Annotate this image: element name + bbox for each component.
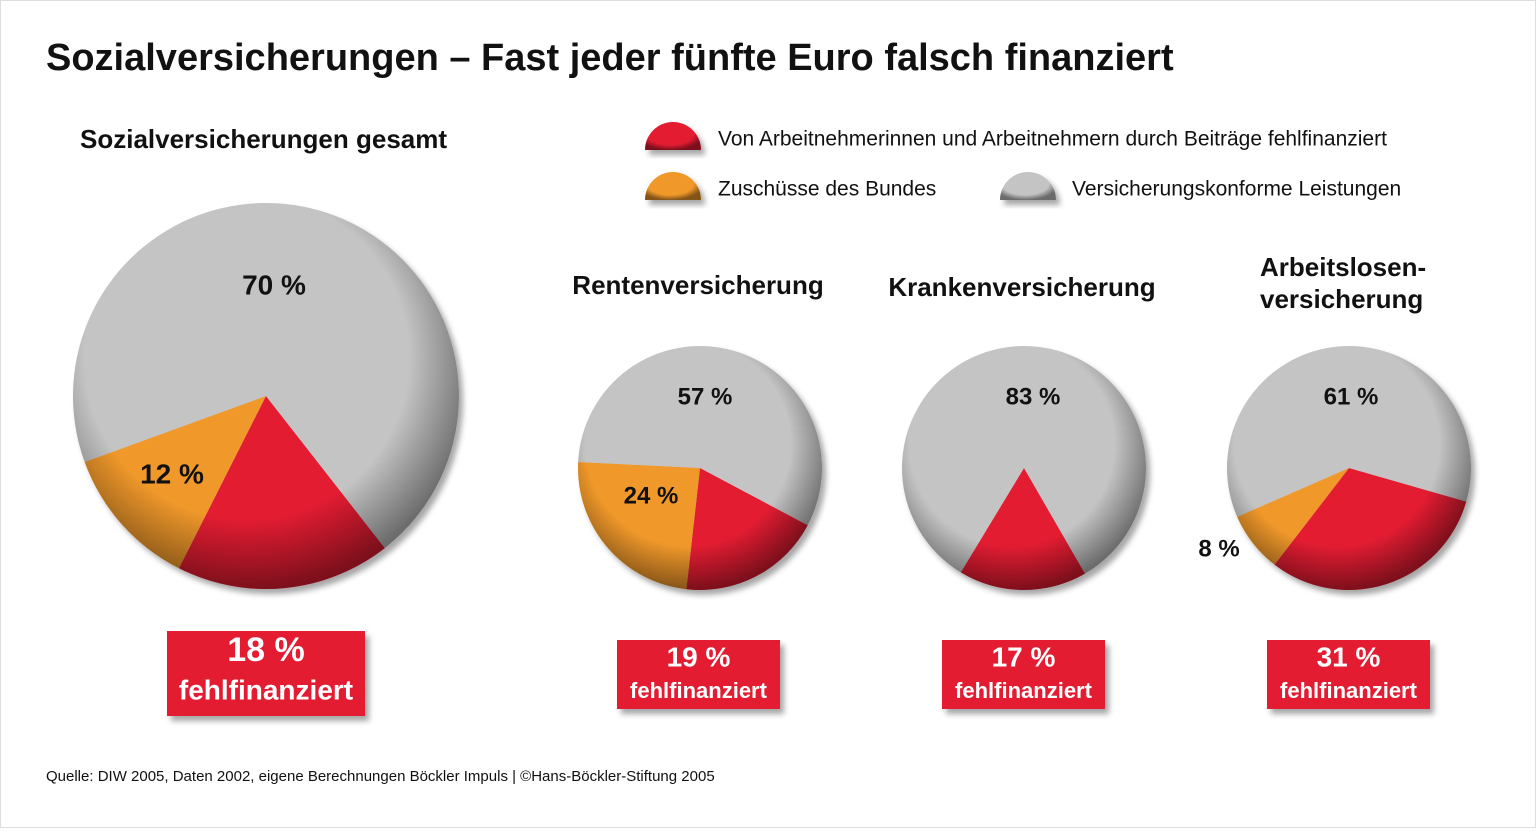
- annotation-label: fehlfinanziert: [179, 674, 353, 705]
- pie-shade: [902, 346, 1146, 590]
- annotation-box: [1267, 640, 1430, 709]
- legend-shade: [645, 122, 701, 150]
- legend-label: Versicherungskonforme Leistungen: [1072, 178, 1401, 201]
- slice-label: 70 %: [242, 269, 306, 300]
- pie-shade: [578, 346, 822, 590]
- legend-label: Zuschüsse des Bundes: [718, 178, 936, 201]
- annotation-value: 31 %: [1317, 641, 1381, 672]
- pie-shade: [73, 203, 459, 589]
- pie-title: Krankenversicherung: [888, 272, 1155, 302]
- annotation-label: fehlfinanziert: [630, 678, 768, 703]
- legend-label: Von Arbeitnehmerinnen und Arbeitnehmern …: [718, 128, 1387, 151]
- pie-title: Arbeitslosen-: [1260, 252, 1426, 282]
- annotation-box: [942, 640, 1105, 709]
- annotation-label: fehlfinanziert: [1280, 678, 1418, 703]
- annotation-value: 19 %: [667, 641, 731, 672]
- slice-label: 61 %: [1324, 383, 1379, 410]
- annotation-box: [617, 640, 780, 709]
- main-title: Sozialversicherungen – Fast jeder fünfte…: [46, 37, 1174, 79]
- annotation-label: fehlfinanziert: [955, 678, 1093, 703]
- annotation-value: 18 %: [227, 631, 305, 669]
- slice-label: 83 %: [1006, 383, 1061, 410]
- slice-label: 8 %: [1198, 535, 1239, 562]
- slice-label: 24 %: [624, 482, 679, 509]
- source: Quelle: DIW 2005, Daten 2002, eigene Ber…: [46, 768, 715, 785]
- legend-shade: [1000, 172, 1056, 200]
- annotation-value: 17 %: [992, 641, 1056, 672]
- pie-shade: [1227, 346, 1471, 590]
- pie-title: Rentenversicherung: [572, 270, 823, 300]
- annotation-box: [167, 631, 365, 716]
- slice-label: 57 %: [678, 383, 733, 410]
- slice-label: 12 %: [140, 458, 204, 489]
- pie-title: Sozialversicherungen gesamt: [80, 124, 447, 154]
- legend-shade: [645, 172, 701, 200]
- pie-title: versicherung: [1260, 284, 1423, 314]
